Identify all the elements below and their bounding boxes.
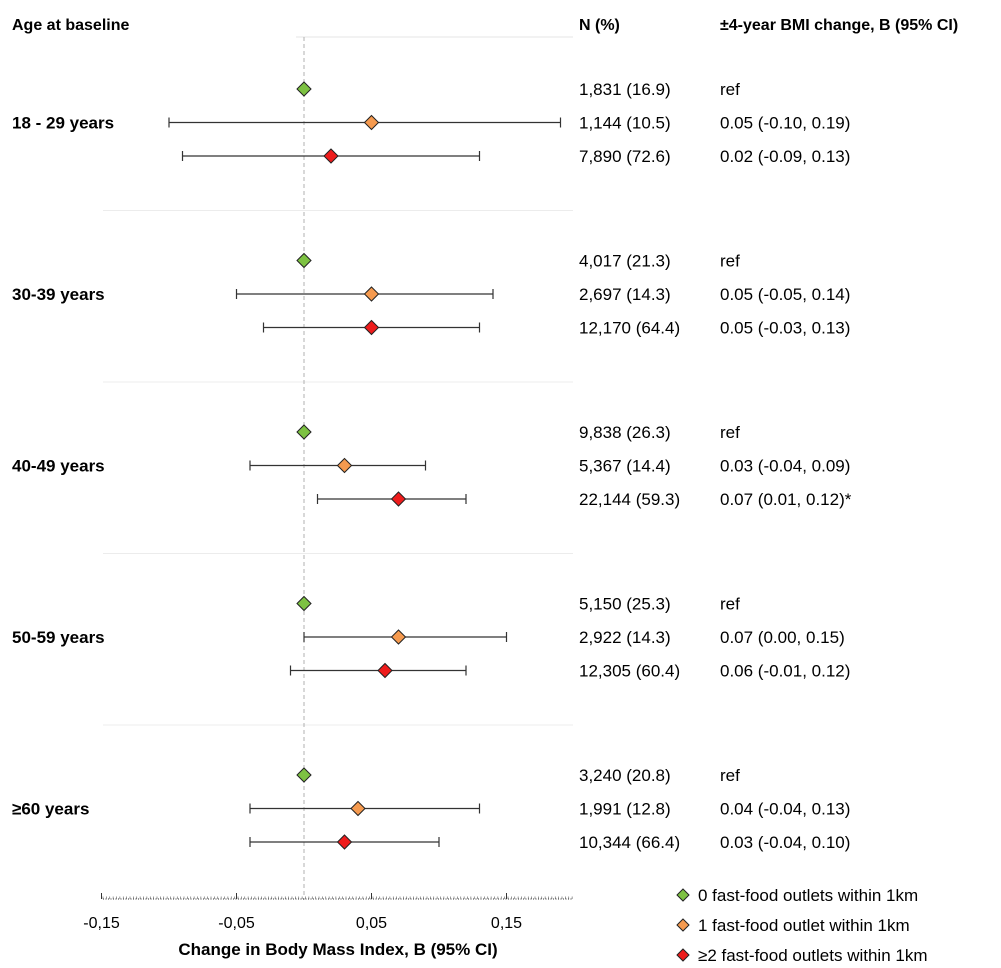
- effect-value: 0.03 (-0.04, 0.09): [720, 457, 850, 476]
- group-label: 30-39 years: [12, 285, 105, 304]
- effect-value: ref: [720, 80, 740, 99]
- n-value: 1,991 (12.8): [579, 800, 671, 819]
- n-value: 7,890 (72.6): [579, 147, 671, 166]
- estimate-marker: [323, 148, 339, 164]
- group-separators: [103, 36, 573, 726]
- n-value: 5,367 (14.4): [579, 457, 671, 476]
- effect-value: ref: [720, 595, 740, 614]
- group-header: Age at baseline: [12, 17, 129, 34]
- x-axis: -0,15 -0,05 0,05 0,15: [83, 893, 573, 932]
- estimate-marker: [336, 834, 353, 850]
- estimate-marker: [390, 629, 407, 645]
- legend-label: 1 fast-food outlet within 1km: [698, 916, 910, 935]
- effect-header: ±4-year BMI change, B (95% CI): [720, 17, 958, 34]
- n-value: 12,170 (64.4): [579, 319, 680, 338]
- effect-value: 0.05 (-0.05, 0.14): [720, 285, 850, 304]
- effect-value: ref: [720, 252, 740, 271]
- estimate-marker: [350, 800, 366, 817]
- estimate-marker: [390, 491, 407, 507]
- effect-value: 0.02 (-0.09, 0.13): [720, 147, 850, 166]
- n-value: 12,305 (60.4): [579, 662, 680, 681]
- n-value: 2,922 (14.3): [579, 628, 671, 647]
- x-tick-label: -0,05: [218, 915, 255, 932]
- estimate-marker: [296, 424, 312, 440]
- n-value: 5,150 (25.3): [579, 595, 671, 614]
- n-value: 1,144 (10.5): [579, 114, 671, 133]
- effect-value: 0.05 (-0.03, 0.13): [720, 319, 850, 338]
- estimate-marker: [363, 114, 380, 131]
- effect-value: 0.03 (-0.04, 0.10): [720, 833, 850, 852]
- n-value: 4,017 (21.3): [579, 252, 671, 271]
- effect-value: 0.06 (-0.01, 0.12): [720, 662, 850, 681]
- estimate-marker: [296, 767, 312, 783]
- effect-value: 0.04 (-0.04, 0.13): [720, 800, 850, 819]
- n-value: 2,697 (14.3): [579, 285, 671, 304]
- legend-label: ≥2 fast-food outlets within 1km: [698, 946, 928, 963]
- legend-label: 0 fast-food outlets within 1km: [698, 886, 918, 905]
- n-value: 3,240 (20.8): [579, 766, 671, 785]
- x-axis-label: Change in Body Mass Index, B (95% CI): [178, 940, 497, 959]
- n-header: N (%): [579, 17, 620, 34]
- effect-value: ref: [720, 766, 740, 785]
- estimate-marker: [336, 457, 353, 474]
- n-value: 9,838 (26.3): [579, 423, 671, 442]
- estimate-marker: [296, 252, 312, 269]
- x-tick-label: 0,15: [491, 915, 522, 932]
- effect-value: 0.07 (0.01, 0.12)*: [720, 490, 852, 509]
- n-value: 10,344 (66.4): [579, 833, 680, 852]
- group-label: 40-49 years: [12, 457, 105, 476]
- legend-marker: [676, 918, 690, 932]
- x-tick-label: -0,15: [83, 915, 120, 932]
- effect-value: ref: [720, 423, 740, 442]
- estimate-marker: [296, 595, 312, 612]
- n-value: 22,144 (59.3): [579, 490, 680, 509]
- group-label: 50-59 years: [12, 628, 105, 647]
- estimate-marker: [363, 286, 380, 302]
- legend-marker: [676, 948, 690, 962]
- x-tick-label: 0,05: [356, 915, 387, 932]
- legend: 0 fast-food outlets within 1km 1 fast-foo…: [676, 886, 928, 965]
- estimate-marker: [377, 662, 393, 679]
- estimate-marker: [296, 81, 312, 97]
- group-label: 18 - 29 years: [12, 114, 114, 133]
- group-label: ≥60 years: [12, 800, 89, 819]
- legend-marker: [676, 888, 690, 902]
- data-rows: 18 - 29 years 1,831 (16.9) ref 1,144 (10.5)…: [12, 80, 852, 852]
- effect-value: 0.05 (-0.10, 0.19): [720, 114, 850, 133]
- effect-value: 0.07 (0.00, 0.15): [720, 628, 845, 647]
- n-value: 1,831 (16.9): [579, 80, 671, 99]
- estimate-marker: [363, 319, 380, 336]
